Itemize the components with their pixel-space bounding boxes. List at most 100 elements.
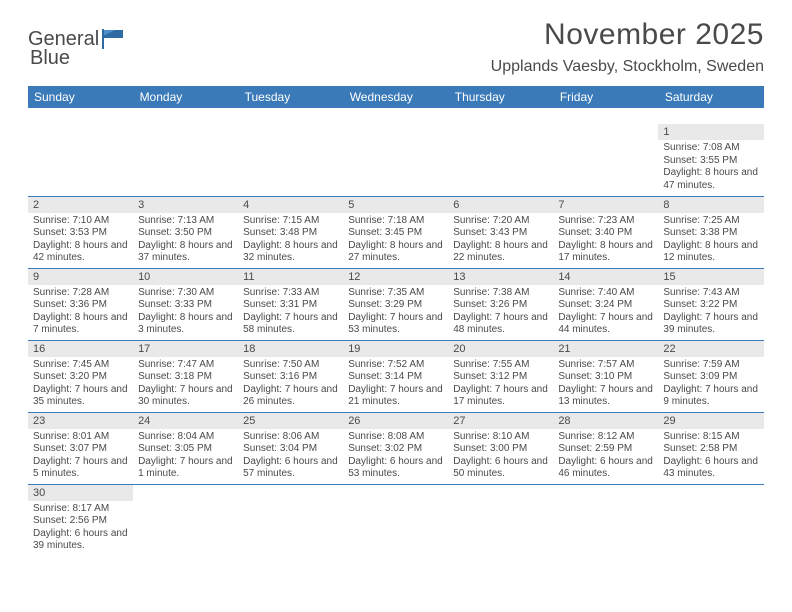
day-cell: 13Sunrise: 7:38 AMSunset: 3:26 PMDayligh…: [448, 268, 553, 340]
day-number: 1: [658, 124, 763, 140]
day-cell: 30Sunrise: 8:17 AMSunset: 2:56 PMDayligh…: [28, 484, 133, 556]
day-details: Sunrise: 7:43 AMSunset: 3:22 PMDaylight:…: [658, 285, 763, 340]
day-cell: [238, 484, 343, 556]
day-cell: 27Sunrise: 8:10 AMSunset: 3:00 PMDayligh…: [448, 412, 553, 484]
day-details: Sunrise: 7:47 AMSunset: 3:18 PMDaylight:…: [133, 357, 238, 412]
day-details: Sunrise: 7:10 AMSunset: 3:53 PMDaylight:…: [28, 213, 133, 268]
weekday-sunday: Sunday: [28, 86, 133, 108]
day-cell: 15Sunrise: 7:43 AMSunset: 3:22 PMDayligh…: [658, 268, 763, 340]
day-number: 6: [448, 197, 553, 213]
day-number: 12: [343, 269, 448, 285]
weekday-monday: Monday: [133, 86, 238, 108]
day-cell: [133, 124, 238, 196]
day-details: Sunrise: 7:13 AMSunset: 3:50 PMDaylight:…: [133, 213, 238, 268]
day-number: 14: [553, 269, 658, 285]
day-details: Sunrise: 7:33 AMSunset: 3:31 PMDaylight:…: [238, 285, 343, 340]
day-details: Sunrise: 7:57 AMSunset: 3:10 PMDaylight:…: [553, 357, 658, 412]
day-cell: 6Sunrise: 7:20 AMSunset: 3:43 PMDaylight…: [448, 196, 553, 268]
day-number: 8: [658, 197, 763, 213]
day-details: Sunrise: 8:04 AMSunset: 3:05 PMDaylight:…: [133, 429, 238, 484]
page-container: General November 2025 Upplands Vaesby, S…: [0, 0, 792, 566]
day-details: Sunrise: 8:01 AMSunset: 3:07 PMDaylight:…: [28, 429, 133, 484]
day-details: Sunrise: 8:08 AMSunset: 3:02 PMDaylight:…: [343, 429, 448, 484]
weekday-saturday: Saturday: [658, 86, 763, 108]
day-details: Sunrise: 7:30 AMSunset: 3:33 PMDaylight:…: [133, 285, 238, 340]
day-details: Sunrise: 7:18 AMSunset: 3:45 PMDaylight:…: [343, 213, 448, 268]
day-details: Sunrise: 7:38 AMSunset: 3:26 PMDaylight:…: [448, 285, 553, 340]
day-number: 5: [343, 197, 448, 213]
day-cell: 3Sunrise: 7:13 AMSunset: 3:50 PMDaylight…: [133, 196, 238, 268]
day-cell: [553, 484, 658, 556]
day-number: 24: [133, 413, 238, 429]
day-cell: 24Sunrise: 8:04 AMSunset: 3:05 PMDayligh…: [133, 412, 238, 484]
day-number: 13: [448, 269, 553, 285]
logo-flag-icon: [101, 28, 127, 50]
day-number: 29: [658, 413, 763, 429]
day-details: Sunrise: 8:15 AMSunset: 2:58 PMDaylight:…: [658, 429, 763, 484]
day-details: Sunrise: 7:50 AMSunset: 3:16 PMDaylight:…: [238, 357, 343, 412]
day-number: 26: [343, 413, 448, 429]
day-number: 17: [133, 341, 238, 357]
day-details: Sunrise: 7:25 AMSunset: 3:38 PMDaylight:…: [658, 213, 763, 268]
month-title: November 2025: [491, 18, 764, 52]
week-row: 2Sunrise: 7:10 AMSunset: 3:53 PMDaylight…: [28, 196, 764, 268]
week-row: 1Sunrise: 7:08 AMSunset: 3:55 PMDaylight…: [28, 124, 764, 196]
day-cell: [343, 484, 448, 556]
day-cell: 23Sunrise: 8:01 AMSunset: 3:07 PMDayligh…: [28, 412, 133, 484]
day-number: 11: [238, 269, 343, 285]
day-cell: 22Sunrise: 7:59 AMSunset: 3:09 PMDayligh…: [658, 340, 763, 412]
logo-text-blue: Blue: [30, 48, 70, 68]
day-cell: 28Sunrise: 8:12 AMSunset: 2:59 PMDayligh…: [553, 412, 658, 484]
day-details: Sunrise: 7:28 AMSunset: 3:36 PMDaylight:…: [28, 285, 133, 340]
calendar-table: Sunday Monday Tuesday Wednesday Thursday…: [28, 86, 764, 556]
day-cell: 14Sunrise: 7:40 AMSunset: 3:24 PMDayligh…: [553, 268, 658, 340]
day-number: 2: [28, 197, 133, 213]
week-row: 23Sunrise: 8:01 AMSunset: 3:07 PMDayligh…: [28, 412, 764, 484]
day-cell: [133, 484, 238, 556]
day-cell: [28, 124, 133, 196]
day-details: Sunrise: 7:15 AMSunset: 3:48 PMDaylight:…: [238, 213, 343, 268]
weekday-row: Sunday Monday Tuesday Wednesday Thursday…: [28, 86, 764, 108]
day-number: 4: [238, 197, 343, 213]
day-number: 30: [28, 485, 133, 501]
day-details: Sunrise: 8:12 AMSunset: 2:59 PMDaylight:…: [553, 429, 658, 484]
day-cell: 18Sunrise: 7:50 AMSunset: 3:16 PMDayligh…: [238, 340, 343, 412]
day-details: Sunrise: 7:20 AMSunset: 3:43 PMDaylight:…: [448, 213, 553, 268]
day-details: Sunrise: 8:10 AMSunset: 3:00 PMDaylight:…: [448, 429, 553, 484]
day-cell: 17Sunrise: 7:47 AMSunset: 3:18 PMDayligh…: [133, 340, 238, 412]
day-cell: [553, 124, 658, 196]
day-number: 22: [658, 341, 763, 357]
week-row: 30Sunrise: 8:17 AMSunset: 2:56 PMDayligh…: [28, 484, 764, 556]
day-number: 28: [553, 413, 658, 429]
week-row: 9Sunrise: 7:28 AMSunset: 3:36 PMDaylight…: [28, 268, 764, 340]
day-details: Sunrise: 8:17 AMSunset: 2:56 PMDaylight:…: [28, 501, 133, 556]
weekday-thursday: Thursday: [448, 86, 553, 108]
weekday-wednesday: Wednesday: [343, 86, 448, 108]
day-cell: 12Sunrise: 7:35 AMSunset: 3:29 PMDayligh…: [343, 268, 448, 340]
title-block: November 2025 Upplands Vaesby, Stockholm…: [491, 18, 764, 76]
day-number: 25: [238, 413, 343, 429]
logo-text-general: General: [28, 29, 99, 49]
day-number: 19: [343, 341, 448, 357]
day-details: Sunrise: 7:45 AMSunset: 3:20 PMDaylight:…: [28, 357, 133, 412]
day-cell: [658, 484, 763, 556]
day-cell: [448, 484, 553, 556]
day-number: 21: [553, 341, 658, 357]
day-number: 20: [448, 341, 553, 357]
day-cell: 7Sunrise: 7:23 AMSunset: 3:40 PMDaylight…: [553, 196, 658, 268]
weekday-friday: Friday: [553, 86, 658, 108]
day-details: Sunrise: 7:40 AMSunset: 3:24 PMDaylight:…: [553, 285, 658, 340]
location-text: Upplands Vaesby, Stockholm, Sweden: [491, 58, 764, 76]
day-cell: 29Sunrise: 8:15 AMSunset: 2:58 PMDayligh…: [658, 412, 763, 484]
weekday-tuesday: Tuesday: [238, 86, 343, 108]
day-cell: 11Sunrise: 7:33 AMSunset: 3:31 PMDayligh…: [238, 268, 343, 340]
day-cell: 20Sunrise: 7:55 AMSunset: 3:12 PMDayligh…: [448, 340, 553, 412]
day-cell: 9Sunrise: 7:28 AMSunset: 3:36 PMDaylight…: [28, 268, 133, 340]
day-cell: 8Sunrise: 7:25 AMSunset: 3:38 PMDaylight…: [658, 196, 763, 268]
day-details: Sunrise: 7:35 AMSunset: 3:29 PMDaylight:…: [343, 285, 448, 340]
day-details: Sunrise: 8:06 AMSunset: 3:04 PMDaylight:…: [238, 429, 343, 484]
day-cell: 21Sunrise: 7:57 AMSunset: 3:10 PMDayligh…: [553, 340, 658, 412]
day-details: Sunrise: 7:52 AMSunset: 3:14 PMDaylight:…: [343, 357, 448, 412]
day-cell: 19Sunrise: 7:52 AMSunset: 3:14 PMDayligh…: [343, 340, 448, 412]
day-number: 9: [28, 269, 133, 285]
